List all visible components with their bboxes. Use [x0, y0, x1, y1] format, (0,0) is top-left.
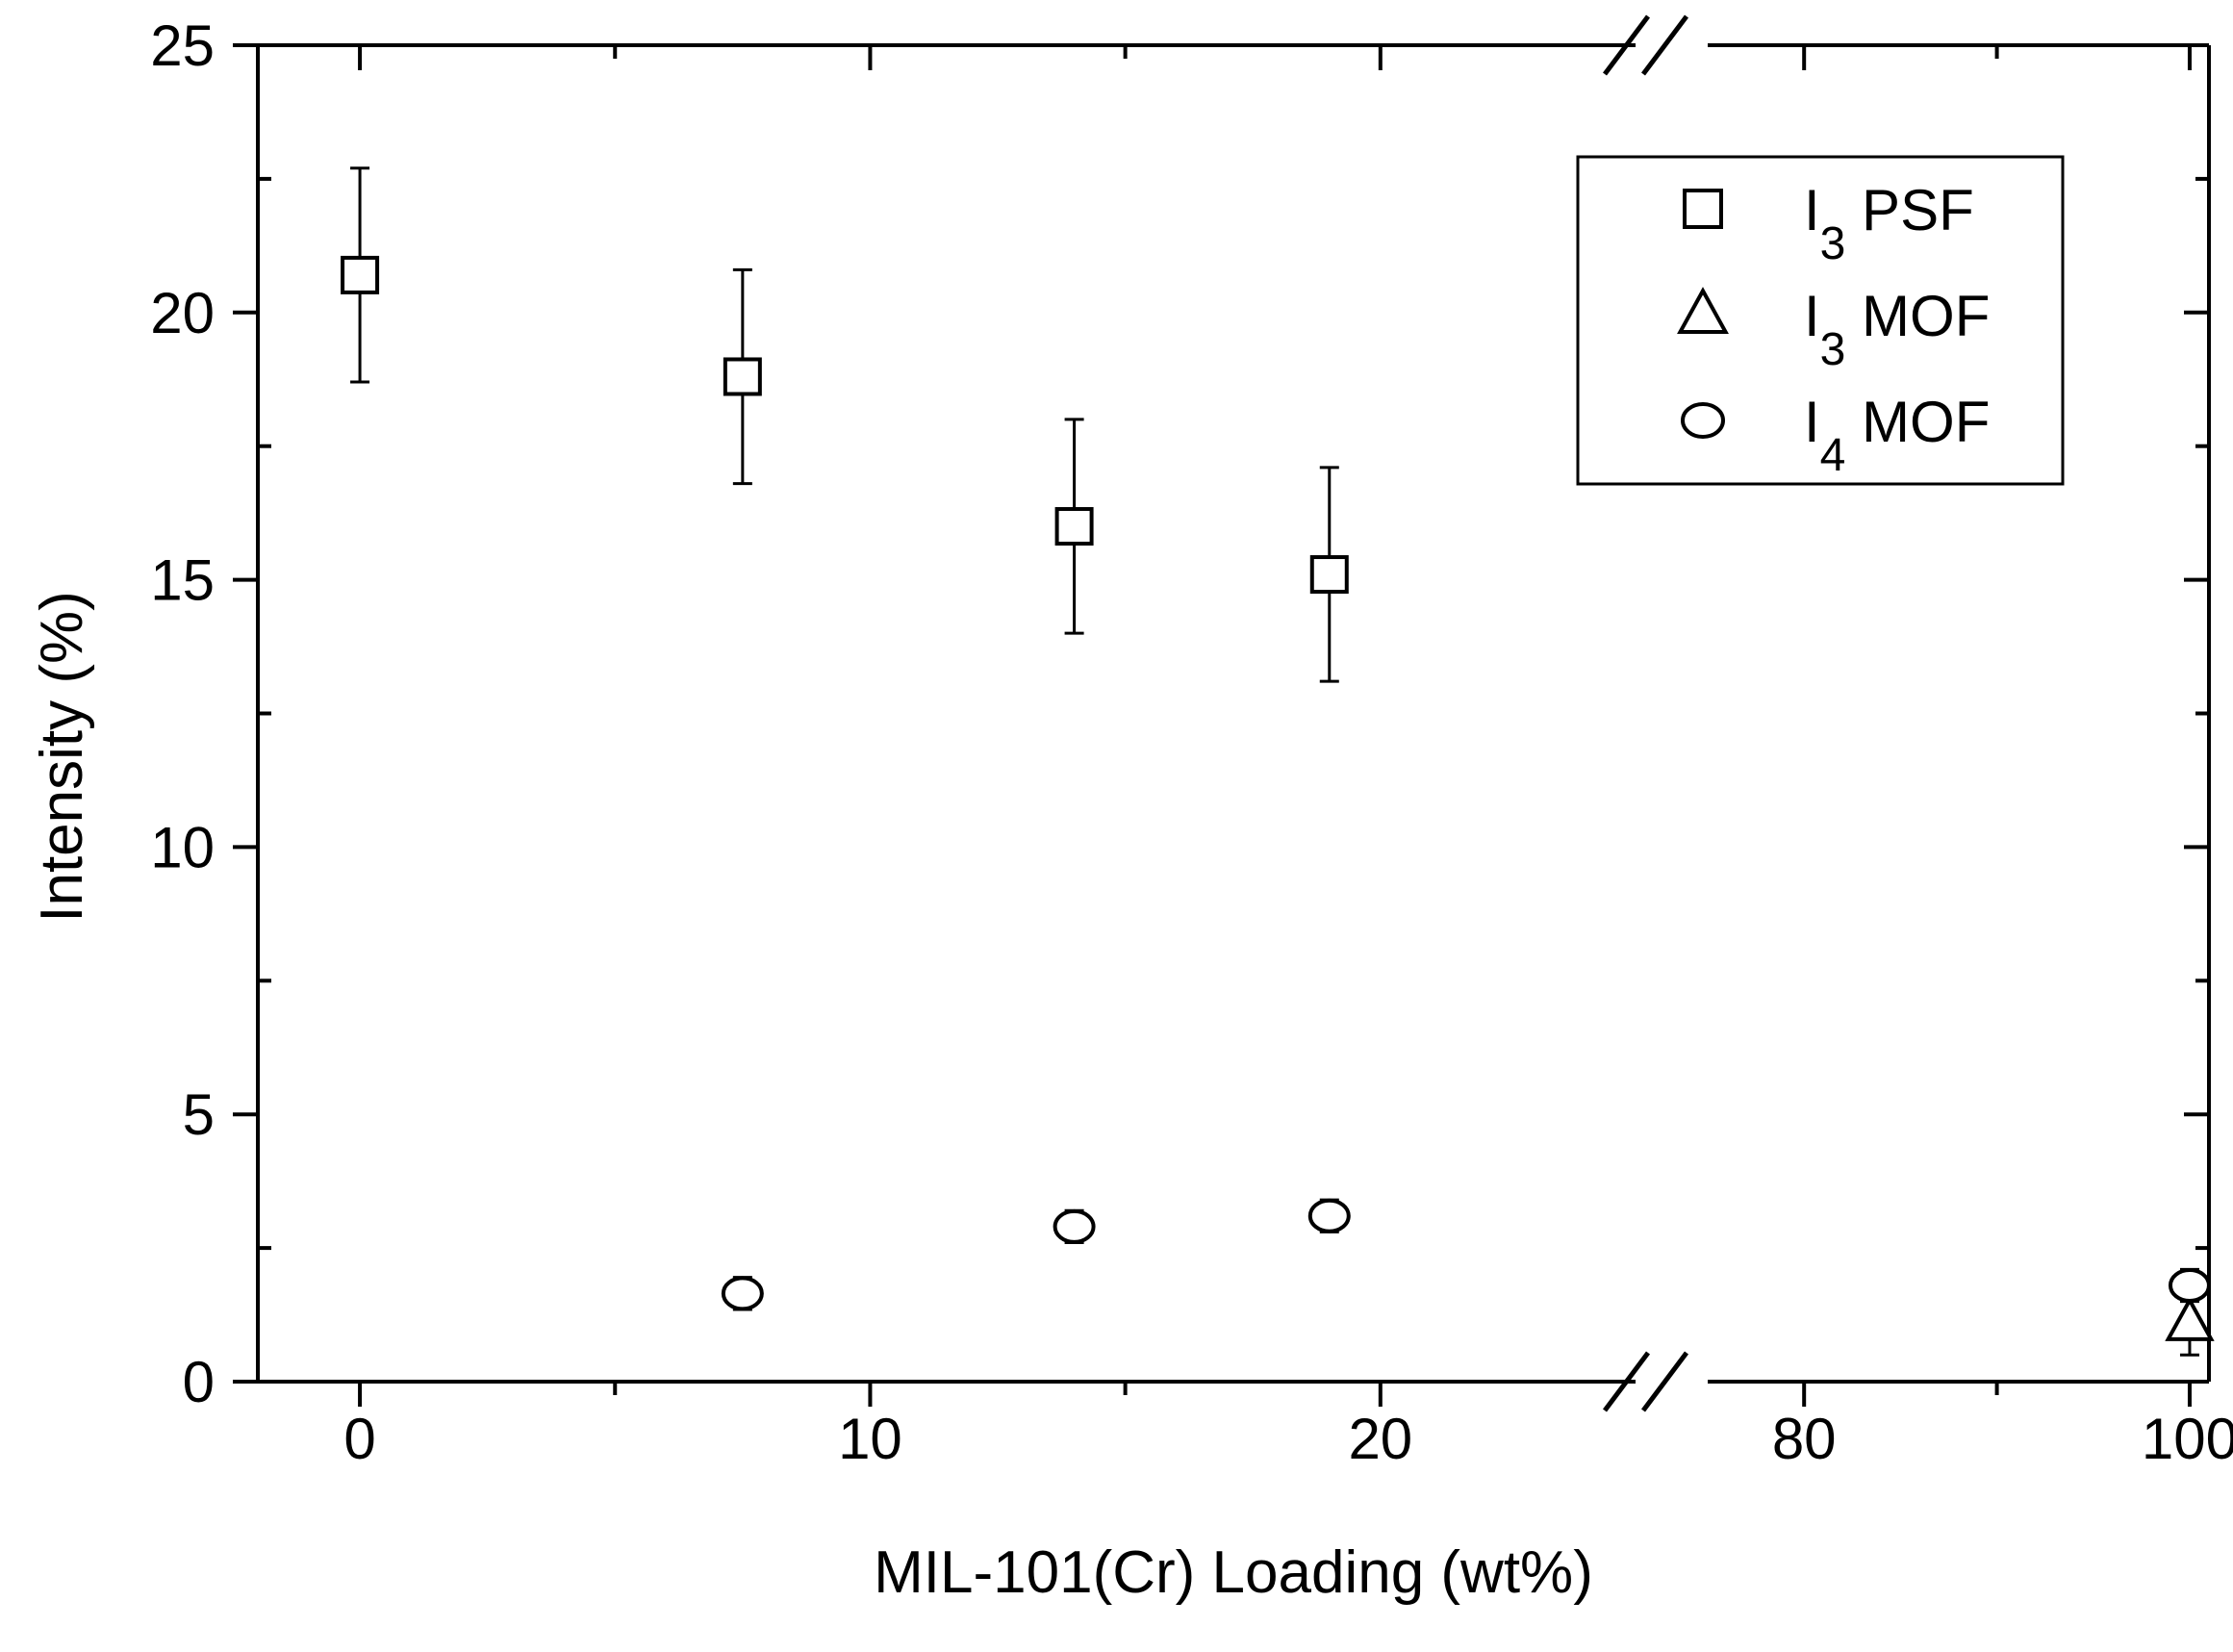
y-tick-labels: 0 5 10 15 20 25: [150, 13, 215, 1414]
x-tick-label: 80: [1772, 1407, 1837, 1471]
data-point-square: [341, 255, 380, 294]
x-tick-label: 100: [2142, 1407, 2233, 1471]
legend-label-main: I: [1804, 178, 1820, 242]
y-tick-label: 25: [150, 13, 215, 78]
data-marks: [341, 166, 2215, 1357]
axis-ticks: [233, 43, 2209, 1407]
break-slash-top-1: [1603, 14, 1650, 76]
legend-label-main: I: [1804, 390, 1820, 454]
legend-label: I4 MOF: [1804, 390, 1990, 481]
x-axis-title: MIL-101(Cr) Loading (wt%): [874, 1539, 1593, 1606]
legend-label-main: I: [1804, 284, 1820, 348]
legend-box: [1576, 155, 2065, 486]
legend-label-rest: PSF: [1845, 178, 1973, 242]
y-tick-label: 20: [150, 281, 215, 345]
legend-item: I3 MOF: [1677, 284, 1990, 375]
legend-item: I4 MOF: [1681, 390, 1990, 481]
data-point-circle: [1053, 1208, 1096, 1244]
legend-label-rest: MOF: [1845, 390, 1990, 454]
data-point-square: [1309, 555, 1349, 595]
legend-label-sub: 4: [1820, 430, 1846, 481]
data-point-circle: [721, 1276, 764, 1311]
y-axis-title: Intensity (%): [29, 591, 95, 923]
legend-label-sub: 3: [1820, 324, 1846, 375]
data-point-square: [723, 357, 762, 396]
legend-marker-square: [1683, 189, 1723, 229]
legend-label: I3 PSF: [1804, 178, 1974, 269]
legend-item: I3 PSF: [1683, 178, 1974, 269]
legend-label-rest: MOF: [1845, 284, 1990, 348]
x-tick-label: 10: [838, 1407, 902, 1471]
x-tick-label: 20: [1348, 1407, 1412, 1471]
legend-label-sub: 3: [1820, 218, 1846, 269]
axis-break-marks: [1603, 14, 1688, 1412]
y-tick-label: 5: [183, 1082, 215, 1147]
data-point-circle: [1307, 1198, 1351, 1233]
break-slash-top-2: [1641, 14, 1688, 76]
y-tick-label: 15: [150, 548, 215, 613]
legend-label: I3 MOF: [1804, 284, 1990, 375]
x-tick-labels: 0 10 20 80 100: [343, 1407, 2233, 1471]
legend-marker-circle: [1681, 402, 1725, 439]
data-point-circle: [2168, 1267, 2211, 1303]
y-tick-label: 0: [183, 1350, 215, 1414]
break-slash-bottom-2: [1641, 1351, 1688, 1412]
y-tick-label: 10: [150, 815, 215, 879]
data-point-triangle: [2165, 1296, 2215, 1341]
plot-frame: [256, 43, 2211, 1384]
x-tick-label: 0: [343, 1407, 375, 1471]
legend-marker-triangle: [1677, 287, 1729, 334]
break-slash-bottom-1: [1603, 1351, 1650, 1412]
series-circle: [721, 1198, 2211, 1311]
data-point-square: [1054, 507, 1094, 546]
series-square: [341, 166, 1349, 683]
